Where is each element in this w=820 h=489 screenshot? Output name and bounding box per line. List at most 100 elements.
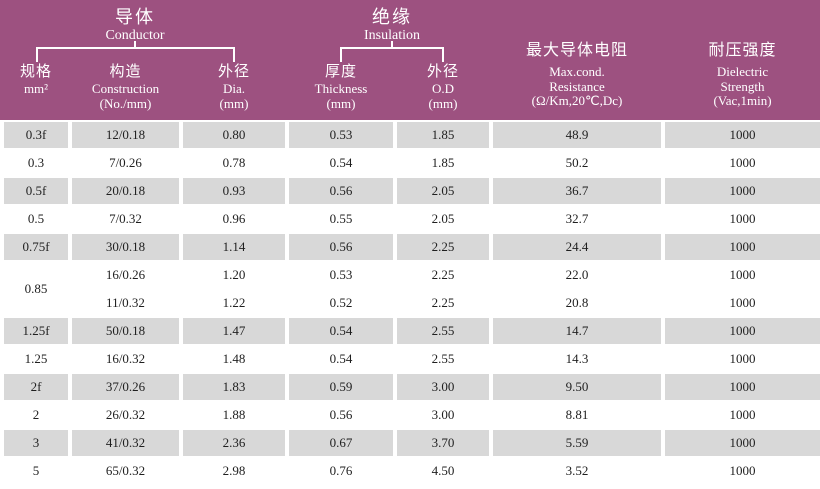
table-body: 0.3f 12/0.18 0.80 0.53 1.85 48.9 1000 0.3 7/0.26… xyxy=(4,122,820,484)
cell-spec: 2f xyxy=(4,374,68,400)
column-header-en2: Resistance xyxy=(549,78,605,94)
table-row: 11/0.32 1.22 0.52 2.25 20.8 1000 xyxy=(4,290,820,316)
group-conductor: 导体 Conductor xyxy=(35,7,235,43)
column-header-zh: 最大导体电阻 xyxy=(525,42,628,59)
cell-conductor-dia: 0.80 xyxy=(183,122,285,148)
cell-thickness: 0.53 xyxy=(289,122,393,148)
cell-spec: 3 xyxy=(4,430,68,456)
group-insulation-zh: 绝缘 xyxy=(372,7,412,27)
column-header-zh: 厚度 xyxy=(324,64,357,80)
group-insulation-en: Insulation xyxy=(364,28,420,43)
cell-spec: 0.3 xyxy=(4,150,68,176)
table-row: 0.75f 30/0.18 1.14 0.56 2.25 24.4 1000 xyxy=(4,234,820,260)
column-header-unit: (mm) xyxy=(219,95,249,111)
cell-conductor-dia: 2.98 xyxy=(183,458,285,484)
cell-thickness: 0.76 xyxy=(289,458,393,484)
cell-construction: 7/0.26 xyxy=(72,150,179,176)
cell-conductor-dia: 1.14 xyxy=(183,234,285,260)
cell-max-resistance: 20.8 xyxy=(493,290,661,316)
cell-conductor-dia: 1.48 xyxy=(183,346,285,372)
cell-dielectric-strength: 1000 xyxy=(665,262,820,288)
cell-spec: 5 xyxy=(4,458,68,484)
cell-dielectric-strength: 1000 xyxy=(665,346,820,372)
table-row: 0.3f 12/0.18 0.80 0.53 1.85 48.9 1000 xyxy=(4,122,820,148)
cell-conductor-dia: 0.96 xyxy=(183,206,285,232)
cell-construction: 30/0.18 xyxy=(72,234,179,260)
table-row: 2 26/0.32 1.88 0.56 3.00 8.81 1000 xyxy=(4,402,820,428)
cell-spec: 0.3f xyxy=(4,122,68,148)
cell-od: 1.85 xyxy=(397,122,489,148)
cell-dielectric-strength: 1000 xyxy=(665,458,820,484)
cell-thickness: 0.54 xyxy=(289,346,393,372)
column-header-en: Thickness xyxy=(314,81,368,96)
column-header-en: O.D xyxy=(431,81,455,96)
column-header-en: Dielectric xyxy=(716,64,769,79)
cell-thickness: 0.55 xyxy=(289,206,393,232)
cell-spec: 1.25f xyxy=(4,318,68,344)
cell-construction: 16/0.26 xyxy=(72,262,179,288)
table-row: 1.25f 50/0.18 1.47 0.54 2.55 14.7 1000 xyxy=(4,318,820,344)
cell-construction: 20/0.18 xyxy=(72,178,179,204)
group-conductor-en: Conductor xyxy=(105,28,165,43)
column-header-en: Dia. xyxy=(222,81,246,96)
cell-od: 2.25 xyxy=(397,234,489,260)
column-header-unit: (mm) xyxy=(428,95,458,111)
cell-thickness: 0.56 xyxy=(289,234,393,260)
insulation-bracket-stem xyxy=(391,41,393,47)
cell-spec: 2 xyxy=(4,402,68,428)
cell-thickness: 0.56 xyxy=(289,178,393,204)
cell-conductor-dia: 1.20 xyxy=(183,262,285,288)
column-header-unit: (No./mm) xyxy=(99,95,152,111)
column-header-unit: (Ω/Km,20℃,Dc) xyxy=(531,93,623,108)
group-insulation: 绝缘 Insulation xyxy=(292,7,492,43)
insulation-bracket xyxy=(340,47,444,62)
cell-conductor-dia: 0.78 xyxy=(183,150,285,176)
column-header-unit: (mm) xyxy=(326,95,356,111)
cell-od: 2.05 xyxy=(397,178,489,204)
column-header-en: Construction xyxy=(91,81,160,96)
cell-construction: 50/0.18 xyxy=(72,318,179,344)
cell-max-resistance: 9.50 xyxy=(493,374,661,400)
column-header-construction: 构造 Construction (No./mm) xyxy=(72,63,179,111)
column-header-zh: 外径 xyxy=(217,64,250,80)
table-row: 5 65/0.32 2.98 0.76 4.50 3.52 1000 xyxy=(4,458,820,484)
column-header-en: mm² xyxy=(23,81,49,96)
cell-construction: 12/0.18 xyxy=(72,122,179,148)
cell-dielectric-strength: 1000 xyxy=(665,122,820,148)
cell-construction: 41/0.32 xyxy=(72,430,179,456)
cell-od: 1.85 xyxy=(397,150,489,176)
cell-max-resistance: 22.0 xyxy=(493,262,661,288)
column-header-zh: 构造 xyxy=(109,64,142,80)
cell-od: 2.55 xyxy=(397,318,489,344)
column-header-zh: 规格 xyxy=(19,64,52,80)
column-header-dielectric-strength: 耐压强度 Dielectric Strength (Vac,1min) xyxy=(665,41,820,109)
cell-dielectric-strength: 1000 xyxy=(665,290,820,316)
table-header: 导体 Conductor 绝缘 Insulation 规格 mm² 构造 Con… xyxy=(0,0,820,120)
cell-dielectric-strength: 1000 xyxy=(665,206,820,232)
cell-construction: 16/0.32 xyxy=(72,346,179,372)
cell-dielectric-strength: 1000 xyxy=(665,150,820,176)
cell-dielectric-strength: 1000 xyxy=(665,430,820,456)
cell-dielectric-strength: 1000 xyxy=(665,374,820,400)
column-header-zh: 外径 xyxy=(426,64,459,80)
cell-spec: 1.25 xyxy=(4,346,68,372)
cell-thickness: 0.53 xyxy=(289,262,393,288)
conductor-bracket-stem xyxy=(134,41,136,47)
cell-thickness: 0.54 xyxy=(289,318,393,344)
cell-od: 3.70 xyxy=(397,430,489,456)
column-header-max-resistance: 最大导体电阻 Max.cond. Resistance (Ω/Km,20℃,Dc… xyxy=(493,41,661,109)
table-row: 0.3 7/0.26 0.78 0.54 1.85 50.2 1000 xyxy=(4,150,820,176)
table-row: 2f 37/0.26 1.83 0.59 3.00 9.50 1000 xyxy=(4,374,820,400)
cell-conductor-dia: 1.47 xyxy=(183,318,285,344)
spec-table: 0.3f 12/0.18 0.80 0.53 1.85 48.9 1000 0.3 7/0.26… xyxy=(0,120,820,486)
cell-max-resistance: 48.9 xyxy=(493,122,661,148)
cell-od: 3.00 xyxy=(397,402,489,428)
cell-conductor-dia: 2.36 xyxy=(183,430,285,456)
table-row: 0.5f 20/0.18 0.93 0.56 2.05 36.7 1000 xyxy=(4,178,820,204)
cell-od: 3.00 xyxy=(397,374,489,400)
cell-max-resistance: 3.52 xyxy=(493,458,661,484)
cell-construction: 11/0.32 xyxy=(72,290,179,316)
table-row: 1.25 16/0.32 1.48 0.54 2.55 14.3 1000 xyxy=(4,346,820,372)
cell-thickness: 0.54 xyxy=(289,150,393,176)
